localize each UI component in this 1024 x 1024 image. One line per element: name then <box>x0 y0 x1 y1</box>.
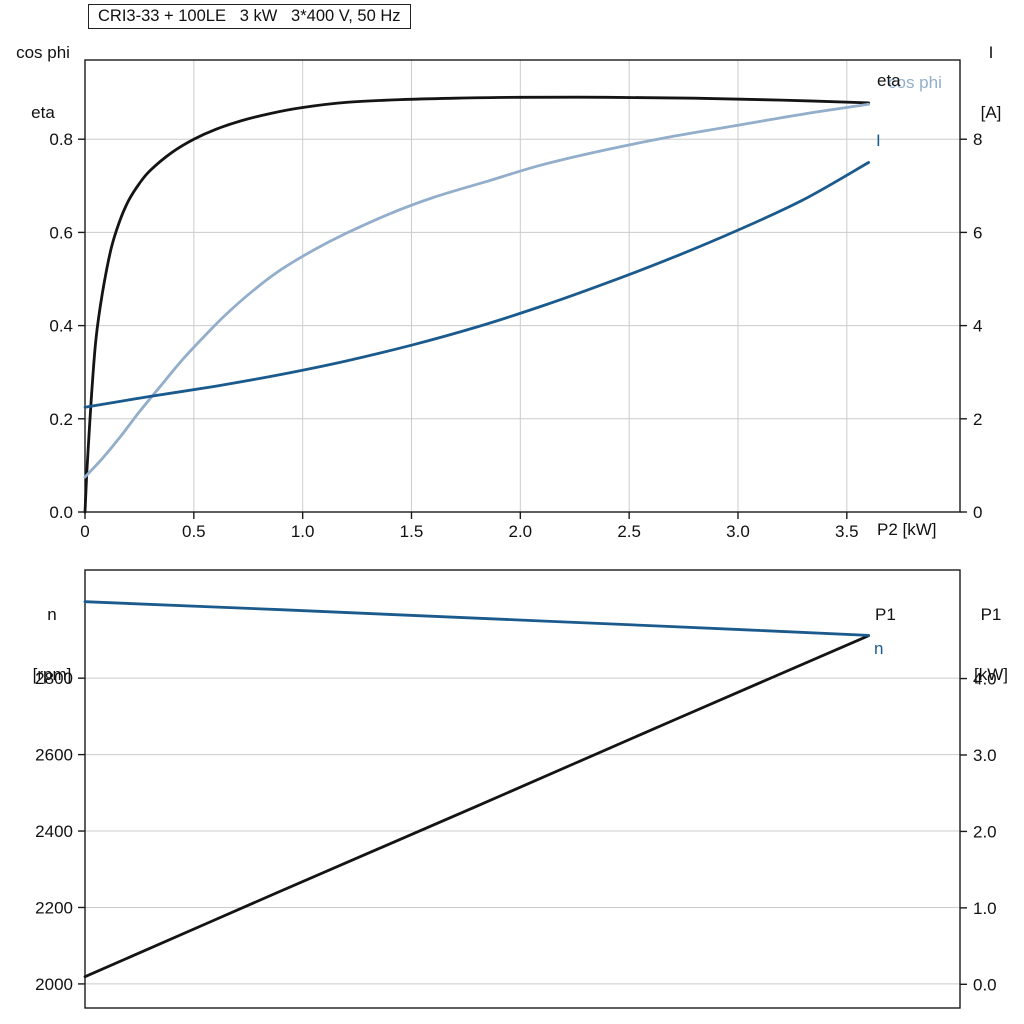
curve-label-cos-phi: cos phi <box>888 73 942 92</box>
x-tick-label: 0 <box>80 522 89 541</box>
y-tick-label-left: 2600 <box>35 746 73 765</box>
chart-frame <box>84 59 961 513</box>
y-tick-label-left: 2000 <box>35 975 73 994</box>
axis-title-line: eta <box>31 103 55 122</box>
top-left-axis-title: cos phi eta <box>4 3 82 163</box>
y-tick-label-left: 0.0 <box>49 503 73 522</box>
chart-frame <box>84 569 961 1009</box>
series-cos-phi <box>83 102 870 479</box>
bottom-right-axis-title: P1 [kW] <box>960 565 1022 725</box>
y-tick-label-right: 0.0 <box>973 975 997 994</box>
y-tick-label-right: 4 <box>973 317 982 336</box>
axis-title-line: P1 <box>980 605 1002 624</box>
axis-title-line: n <box>47 605 57 624</box>
x-tick-label: 3.5 <box>835 522 859 541</box>
top-x-axis-title: P2 [kW] <box>877 520 937 539</box>
curve-label-n: n <box>874 639 884 658</box>
y-tick-label-left: 2800 <box>35 669 73 688</box>
curve-label-p1: P1 <box>875 605 896 624</box>
y-tick-label-left: 0.2 <box>49 410 73 429</box>
series-eta <box>83 95 870 514</box>
y-tick-label-right: 2 <box>973 410 982 429</box>
x-tick-label: 0.5 <box>182 522 206 541</box>
y-tick-label-right: 4.0 <box>973 670 997 689</box>
y-tick-label-left: 0.8 <box>49 130 73 149</box>
y-tick-label-right: 6 <box>973 223 982 242</box>
series-n <box>83 600 870 637</box>
x-tick-label: 2.0 <box>509 522 533 541</box>
chart-title-box: CRI3-33 + 100LE 3 kW 3*400 V, 50 Hz <box>88 4 411 29</box>
axis-title-line: [kW] <box>974 665 1008 684</box>
series-P1 <box>83 634 870 979</box>
x-tick-label: 2.5 <box>617 522 641 541</box>
top-right-axis-title: I [A] <box>962 3 1020 163</box>
y-tick-label-right: 1.0 <box>973 899 997 918</box>
y-tick-label-right: 3.0 <box>973 746 997 765</box>
y-tick-label-right: 8 <box>973 130 982 149</box>
y-tick-label-left: 2400 <box>35 822 73 841</box>
x-tick-label: 1.0 <box>291 522 315 541</box>
curve-label-eta: eta <box>877 71 901 90</box>
axis-title-line: I <box>988 43 994 62</box>
x-tick-label: 3.0 <box>726 522 750 541</box>
y-tick-label-left: 0.4 <box>49 317 73 336</box>
y-tick-label-left: 0.6 <box>49 223 73 242</box>
y-tick-label-right: 0 <box>973 503 982 522</box>
x-tick-label: 1.5 <box>400 522 424 541</box>
curve-label-current: I <box>876 131 881 150</box>
bottom-left-axis-title: n [rpm] <box>16 565 88 725</box>
series-I <box>83 161 870 409</box>
y-tick-label-right: 2.0 <box>973 822 997 841</box>
axis-title-line: [A] <box>980 103 1002 122</box>
axis-title-line: [rpm] <box>32 665 72 684</box>
y-tick-label-left: 2200 <box>35 898 73 917</box>
axis-title-line: cos phi <box>16 43 70 62</box>
